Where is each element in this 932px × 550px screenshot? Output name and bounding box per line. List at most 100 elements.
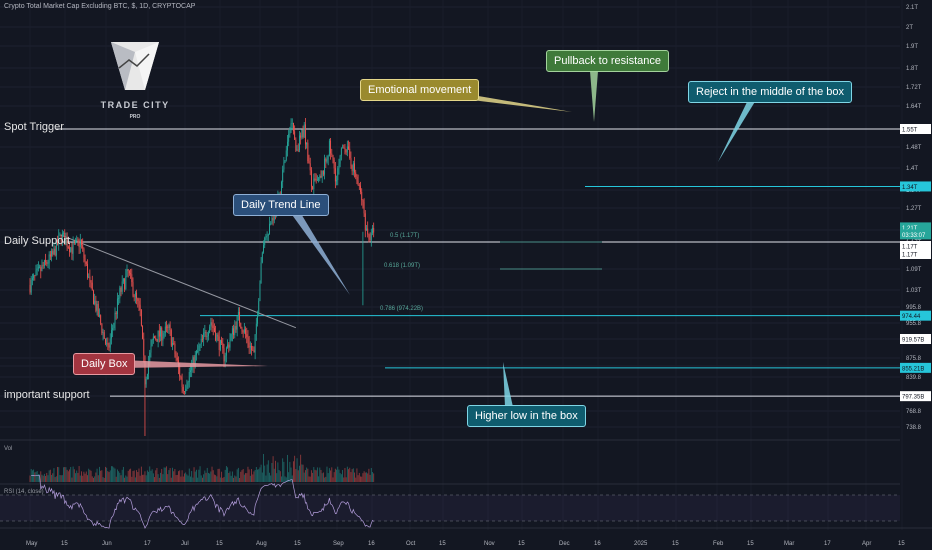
- volume-bar: [65, 467, 67, 482]
- candle-body: [145, 378, 147, 385]
- volume-bar: [178, 471, 179, 482]
- volume-bar: [180, 476, 182, 482]
- candle-body: [356, 176, 358, 182]
- volume-bar: [224, 469, 226, 482]
- volume-bar: [144, 471, 146, 482]
- volume-bar: [54, 477, 56, 482]
- candle-body: [350, 158, 352, 167]
- volume-bar: [101, 470, 103, 482]
- candle-body: [289, 130, 291, 135]
- daily-trend-line-callout[interactable]: Daily Trend Line: [233, 194, 329, 216]
- volume-bar: [172, 467, 173, 482]
- candle-body: [34, 275, 36, 277]
- volume-bar: [369, 474, 371, 482]
- volume-bar: [234, 475, 236, 482]
- candle-body: [367, 228, 369, 235]
- candle-body: [261, 252, 263, 263]
- volume-bar: [282, 458, 284, 482]
- volume-bar: [124, 477, 126, 482]
- candle-body: [315, 179, 317, 180]
- candle-body: [337, 168, 339, 181]
- candle-body: [152, 336, 154, 340]
- countdown-tag: 03:33:07: [902, 233, 926, 239]
- volume-bar: [167, 474, 169, 482]
- x-tick-label: 17: [824, 541, 831, 547]
- volume-bar: [181, 470, 183, 482]
- candle-body: [237, 311, 239, 316]
- candles: [29, 118, 375, 436]
- pullback-callout[interactable]: Pullback to resistance: [546, 50, 669, 72]
- candle-body: [271, 218, 273, 224]
- candle-body: [233, 328, 235, 336]
- candle-body: [231, 328, 233, 335]
- candle-body: [249, 345, 251, 348]
- candle-body: [234, 326, 236, 336]
- volume-bar: [170, 477, 172, 482]
- volume-bar: [309, 476, 311, 482]
- candle-body: [109, 338, 111, 348]
- fib-0786-label: 0.786 (974.22B): [380, 306, 424, 312]
- volume-bar: [348, 469, 349, 482]
- volume-bar: [205, 472, 207, 482]
- volume-bar: [196, 469, 197, 482]
- candle-body: [235, 326, 237, 330]
- volume-bar: [119, 472, 121, 482]
- candle-body: [203, 332, 205, 340]
- volume-bar: [192, 477, 194, 482]
- volume-bar: [108, 472, 110, 482]
- candle-body: [210, 322, 212, 327]
- candle-body: [372, 228, 373, 234]
- volume-bar: [73, 469, 75, 482]
- volume-bar: [60, 475, 62, 482]
- volume-bar: [213, 474, 215, 482]
- candle-body: [327, 156, 329, 160]
- reject-callout[interactable]: Reject in the middle of the box: [688, 81, 852, 103]
- time-axis[interactable]: May 15 Jun 17 Jul 15 Aug 15 Sep 16 Oct 15 Nov 15 Dec 16…: [26, 541, 905, 547]
- candle-body: [325, 158, 327, 162]
- candle-body: [308, 161, 310, 164]
- volume-bar: [339, 473, 341, 482]
- candle-body: [69, 247, 70, 252]
- candle-body: [282, 169, 284, 183]
- volume-bar: [179, 470, 181, 482]
- candle-body: [258, 301, 260, 316]
- candle-body: [125, 275, 127, 290]
- volume-bar: [191, 471, 193, 482]
- volume-bar: [291, 475, 293, 482]
- candle-body: [246, 334, 248, 338]
- candle-body: [182, 386, 184, 392]
- candle-body: [164, 326, 166, 334]
- volume-bar: [217, 468, 219, 482]
- emotional-movement-callout[interactable]: Emotional movement: [360, 79, 480, 101]
- higher-low-callout[interactable]: Higher low in the box: [467, 405, 586, 427]
- volume-bar: [320, 469, 322, 482]
- candle-body: [167, 326, 169, 328]
- candle-body: [134, 292, 136, 297]
- candle-body: [54, 248, 56, 256]
- candle-body: [106, 343, 108, 344]
- candle-body: [95, 300, 97, 311]
- candle-body: [227, 344, 229, 348]
- daily-box-callout[interactable]: Daily Box: [73, 353, 136, 375]
- candle-body: [78, 240, 80, 248]
- volume-bar: [91, 476, 93, 482]
- volume-bar: [207, 472, 209, 482]
- volume-bar: [361, 476, 363, 482]
- important-support-tag-bg: [900, 391, 931, 402]
- logo-text: TRADE CITY: [100, 100, 170, 110]
- higher-low-pointer: [503, 362, 513, 407]
- volume-bar: [227, 467, 229, 482]
- candle-body: [253, 350, 255, 353]
- candle-body: [121, 281, 123, 292]
- volume-bar: [273, 468, 275, 482]
- volume-bar: [373, 473, 375, 482]
- volume-bar: [357, 475, 359, 482]
- candle-body: [184, 391, 185, 393]
- candle-body: [46, 261, 48, 264]
- volume-bar: [154, 477, 155, 482]
- candle-body: [180, 376, 182, 379]
- volume-bar: [85, 471, 87, 482]
- volume-bar: [247, 466, 249, 482]
- candle-body: [90, 280, 92, 283]
- candle-body: [269, 223, 270, 235]
